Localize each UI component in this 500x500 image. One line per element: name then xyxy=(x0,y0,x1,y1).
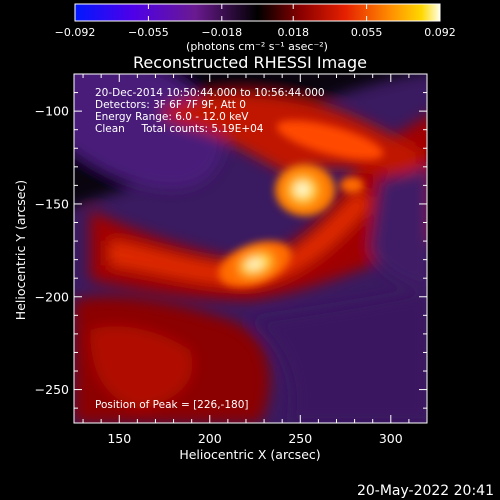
colorbar-tick-labels: −0.092 −0.055 −0.018 0.018 0.055 0.092 xyxy=(55,26,456,39)
colorbar xyxy=(74,3,441,22)
y-tick-label--200: −200 xyxy=(35,289,69,304)
colorbar-tick-label: −0.055 xyxy=(128,26,169,39)
colorbar-tick-label: −0.018 xyxy=(201,26,242,39)
y-axis-tick-labels: −100 −150 −200 −250 xyxy=(35,104,69,397)
mid-red-streak xyxy=(110,190,370,285)
plot-frame xyxy=(73,73,428,424)
colorbar-unit-label: (photons cm⁻² s⁻¹ asec⁻²) xyxy=(186,40,328,53)
lower-right-region xyxy=(250,290,427,423)
y-tick-label--250: −250 xyxy=(35,382,69,397)
x-tick-label-300: 300 xyxy=(379,431,403,446)
right-side-region xyxy=(370,166,427,290)
y-tick-label--150: −150 xyxy=(35,196,69,211)
info-line-energy: Energy Range: 6.0 - 12.0 keV xyxy=(95,111,249,123)
chart-title: Reconstructed RHESSI Image xyxy=(133,53,367,72)
info-line-clean: Clean Total counts: 5.19E+04 xyxy=(95,123,264,135)
x-axis-ticks xyxy=(82,74,428,423)
emission-arc xyxy=(90,116,427,300)
colorbar-ticks xyxy=(74,4,441,21)
white-core-upper xyxy=(295,182,309,196)
y-axis-label: Heliocentric Y (arcsec) xyxy=(13,180,28,320)
heatmap-image xyxy=(74,74,427,423)
colorbar-tick-label: −0.092 xyxy=(55,26,96,39)
colorbar-tick-label: 0.092 xyxy=(424,26,456,39)
info-line-time: 20-Dec-2014 10:50:44.000 to 10:56:44.000 xyxy=(95,87,325,99)
x-axis-tick-labels: 150 200 250 300 xyxy=(107,431,402,446)
x-tick-label-250: 250 xyxy=(288,431,312,446)
info-line-detectors: Detectors: 3F 6F 7F 9F, Att 0 xyxy=(95,99,246,111)
y-tick-label--100: −100 xyxy=(35,104,69,119)
y-axis-ticks xyxy=(74,73,427,409)
lower-left-patch xyxy=(90,326,193,410)
x-tick-label-200: 200 xyxy=(198,431,222,446)
colorbar-tick-label: 0.018 xyxy=(277,26,309,39)
white-core-lower xyxy=(246,259,262,269)
x-axis-label: Heliocentric X (arcsec) xyxy=(179,447,320,462)
peak-position-label: Position of Peak = [226,-180] xyxy=(95,399,249,411)
footer-date: 20-May-2022 20:41 xyxy=(357,483,494,499)
small-hotspot xyxy=(340,177,364,193)
orange-band xyxy=(276,120,384,160)
colorbar-tick-label: 0.055 xyxy=(351,26,383,39)
x-tick-label-150: 150 xyxy=(107,431,131,446)
